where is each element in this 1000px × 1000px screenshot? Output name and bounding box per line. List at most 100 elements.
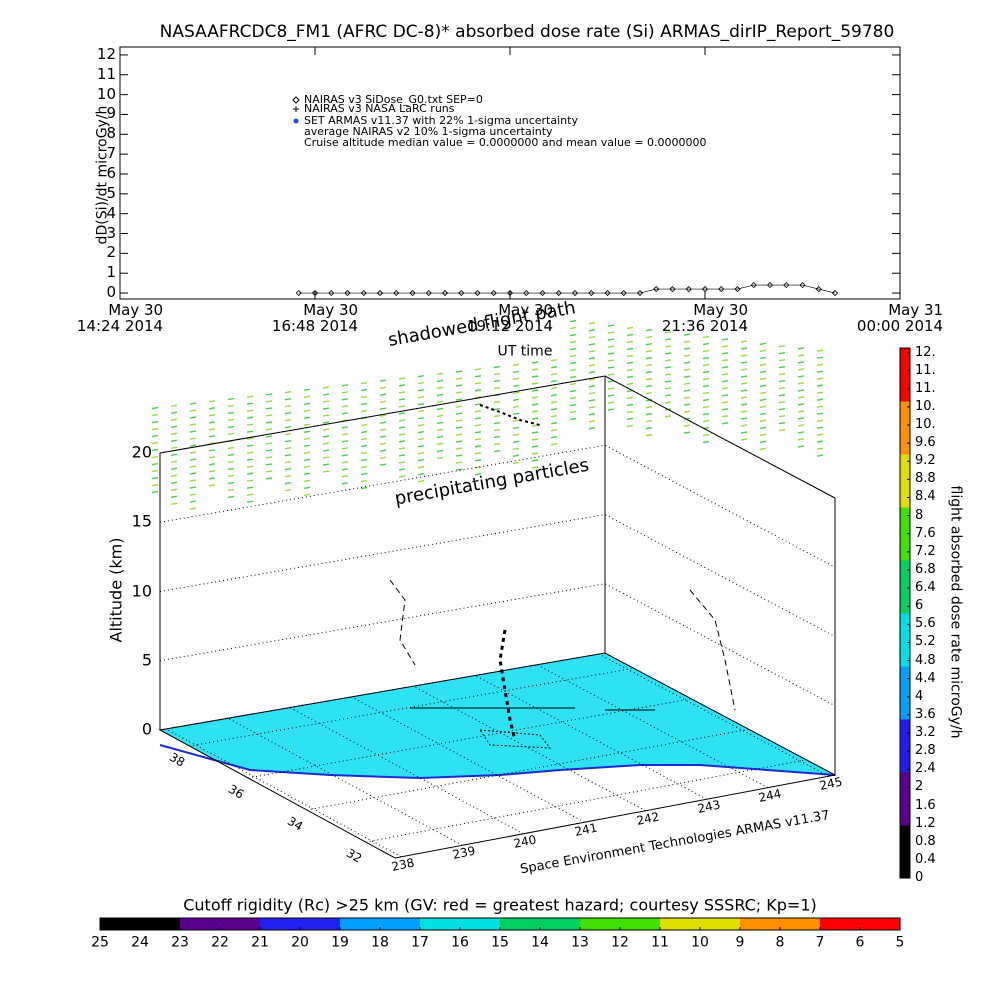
precipitation-dash (246, 444, 254, 447)
precipitation-dash (778, 372, 786, 376)
colorbar-segment (900, 613, 910, 667)
data-point (523, 289, 530, 297)
colorbar-segment (820, 918, 901, 930)
precipitation-dash (379, 428, 387, 431)
precipitation-dash (816, 391, 824, 394)
precipitation-dash (740, 368, 748, 371)
precipitation-dash (778, 344, 786, 348)
precipitation-dash (759, 419, 767, 423)
precipitation-dash (474, 452, 482, 455)
precipitation-dash (778, 358, 786, 362)
precipitation-dash (702, 391, 710, 395)
precipitation-dash (569, 382, 577, 386)
precipitation-dash (740, 361, 748, 364)
precipitation-dash (189, 430, 197, 433)
precipitation-dash (493, 435, 501, 439)
precipitation-dash (645, 349, 653, 353)
colorbar-tick-label: 7 (815, 934, 825, 951)
precipitation-dash (360, 423, 368, 427)
precipitation-dash (588, 427, 596, 430)
precipitation-dash (531, 417, 539, 420)
colorbar-tick-label: 1.2 (915, 815, 936, 831)
flight-path (498, 629, 517, 741)
colorbar-tick-label: 8 (915, 507, 924, 523)
colorbar-segment (900, 454, 910, 508)
data-point (409, 289, 416, 297)
flight-path (389, 579, 416, 666)
precipitation-dash (208, 477, 216, 480)
precipitation-dash (493, 365, 501, 369)
precipitation-dash (759, 370, 767, 374)
precipitation-dash (417, 444, 425, 448)
colorbar-tick-label: 0 (915, 870, 924, 886)
precipitation-dash (246, 402, 254, 405)
colorbar-tick-label: 2.8 (915, 743, 936, 759)
precipitation-dash (341, 475, 349, 478)
precipitation-dash (588, 357, 596, 360)
precipitation-dash (189, 409, 197, 412)
precipitation-dash (778, 421, 786, 425)
precipitation-dash (607, 324, 615, 327)
precipitation-dash (455, 440, 463, 443)
precipitation-dash (417, 381, 425, 385)
colorbar-tick-label: 8.4 (915, 489, 936, 505)
precipitation-dash (189, 507, 197, 510)
colorbar-label: flight absorbed dose rate microGy/h (947, 485, 964, 739)
precipitation-dash (816, 412, 824, 415)
precipitation-dash (474, 410, 482, 413)
precipitation-dash (493, 372, 501, 376)
precipitation-dash (379, 421, 387, 424)
precipitation-dash (645, 405, 653, 409)
colorbar-segment (900, 348, 910, 402)
precipitation-dash (417, 430, 425, 434)
data-point (636, 289, 644, 297)
precipitation-dash (265, 400, 273, 403)
precipitation-dash (531, 410, 539, 413)
colorbar-segment (740, 918, 821, 930)
precipitation-dash (341, 461, 349, 464)
precipitation-dash (626, 347, 634, 351)
precipitation-dash (683, 347, 691, 350)
precipitation-dash (246, 472, 254, 475)
precipitation-dash (436, 421, 444, 425)
precipitation-dash (778, 428, 786, 432)
box-edge (159, 375, 836, 499)
precipitation-dash (759, 398, 767, 402)
precipitation-dash (759, 440, 767, 444)
precipitation-dash (227, 460, 235, 464)
precipitation-dash (702, 419, 710, 423)
precipitation-dash (398, 391, 406, 394)
lat-grid-line (306, 728, 749, 811)
precipitation-dash (645, 356, 653, 360)
precipitation-dash (531, 431, 539, 434)
precipitation-dash (664, 394, 672, 397)
precipitation-dash (227, 404, 235, 408)
precipitation-dash (550, 422, 558, 425)
precipitation-dash (740, 347, 748, 350)
precipitation-dash (208, 470, 216, 473)
precipitation-dash (626, 403, 634, 407)
y-tick-label: 5 (106, 183, 116, 202)
precipitation-dash (512, 447, 520, 450)
precipitation-dash (170, 481, 178, 485)
precipitation-dash (189, 500, 197, 503)
precipitation-dash (265, 470, 273, 473)
colorbar-tick-label: 4 (915, 688, 924, 704)
precipitation-dash (493, 428, 501, 432)
precipitation-dash (265, 407, 273, 410)
precipitation-dash (721, 338, 729, 341)
precipitation-dash (379, 386, 387, 389)
precipitation-dash (208, 400, 216, 403)
precipitation-dash (398, 419, 406, 422)
colorbar-tick-label: 21 (251, 934, 269, 951)
precipitation-dash (721, 408, 729, 411)
precipitation-dash (588, 399, 596, 402)
colorbar-tick-label: 7.6 (915, 525, 936, 541)
legend-note: Cruise altitude median value = 0.0000000… (304, 136, 707, 150)
precipitation-dash (360, 458, 368, 462)
precipitation-dash (227, 474, 235, 478)
precipitation-dash (778, 365, 786, 369)
precipitation-dash (170, 453, 178, 457)
data-point (393, 289, 400, 297)
y-tick-label: 3 (106, 223, 116, 242)
